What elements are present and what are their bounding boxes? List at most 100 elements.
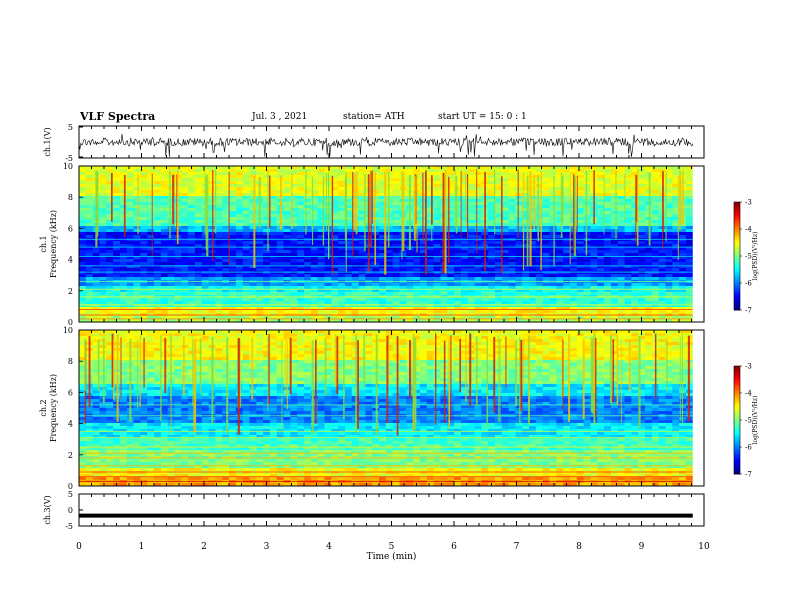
- spectrogram-cell: [113, 310, 121, 314]
- spectrogram-cell: [610, 256, 619, 260]
- spectrogram-cell: [188, 205, 196, 209]
- spectrogram-cell: [679, 166, 687, 170]
- spectrogram-cell: [79, 250, 87, 254]
- spectrogram-cell: [679, 265, 687, 269]
- spectrogram-cell: [358, 301, 366, 305]
- spectrogram-cell: [535, 289, 544, 293]
- spectrogram-cell: [624, 199, 632, 203]
- spectrogram-cell: [181, 199, 189, 203]
- spectrogram-cell: [194, 181, 203, 185]
- spectrogram-cell: [392, 307, 400, 311]
- spectrogram-cell: [194, 205, 203, 209]
- spectrogram-cell: [304, 232, 312, 236]
- spectrogram-cell: [154, 178, 162, 182]
- spectrogram-cell: [283, 298, 291, 302]
- spectrogram-cell: [515, 262, 523, 266]
- spectrogram-cell: [426, 241, 435, 245]
- spectrogram-cell: [290, 304, 298, 308]
- spectrogram-cell: [85, 235, 94, 239]
- spectrogram-cell: [269, 172, 278, 176]
- spectrogram-cell: [556, 187, 564, 191]
- spectrogram-cell: [269, 181, 278, 185]
- spectrogram-cell: [181, 232, 189, 236]
- spectrogram-cell: [576, 274, 585, 278]
- spectrogram-cell: [338, 187, 346, 191]
- spectrogram-cell: [570, 265, 578, 269]
- spectrogram-cell: [379, 253, 387, 257]
- spectrogram-cell: [494, 244, 503, 248]
- spectrogram-cell: [99, 283, 107, 287]
- spectrogram-cell: [413, 262, 421, 266]
- spectrogram-cell: [460, 220, 469, 224]
- spectrogram-cell: [597, 220, 605, 224]
- spectrogram-cell: [194, 178, 203, 182]
- spectrogram-cell: [358, 166, 366, 170]
- spectrogram-cell: [358, 214, 366, 218]
- spectrogram-cell: [188, 307, 196, 311]
- spectrogram-cell: [392, 166, 400, 170]
- spectrogram-cell: [597, 277, 605, 281]
- spectrogram-cell: [119, 307, 128, 311]
- spectrogram-cell: [426, 304, 435, 308]
- spectrogram-cell: [256, 250, 264, 254]
- spectrogram-cell: [365, 166, 373, 170]
- spectrogram-cell: [317, 298, 325, 302]
- spectrogram-cell: [624, 274, 632, 278]
- spectrogram-cell: [160, 169, 169, 173]
- spectrogram-cell: [617, 292, 625, 296]
- spectrogram-cell: [283, 286, 291, 290]
- spectrogram-cell: [563, 292, 571, 296]
- spectrogram-cell: [563, 217, 571, 221]
- spectrogram-cell: [229, 244, 237, 248]
- spectrogram-cell: [113, 172, 121, 176]
- spectrogram-cell: [624, 259, 632, 263]
- spectrogram-cell: [92, 274, 100, 278]
- spectrogram-cell: [133, 229, 141, 233]
- spectrogram-cell: [317, 175, 325, 179]
- spectrogram-cell: [685, 301, 693, 305]
- spectrogram-cell: [194, 196, 203, 200]
- spectrogram-cell: [576, 226, 585, 230]
- spectrogram-cell: [79, 211, 87, 215]
- spectrogram-cell: [263, 241, 271, 245]
- spectrogram-cell: [610, 247, 619, 251]
- spectrogram-cell: [556, 169, 564, 173]
- spectrogram-cell: [638, 247, 646, 251]
- spectrogram-cell: [235, 214, 244, 218]
- spectrogram-cell: [174, 292, 182, 296]
- spectrogram-cell: [181, 175, 189, 179]
- spectrogram-cell: [529, 319, 537, 322]
- spectrogram-cell: [235, 169, 244, 173]
- spectrogram-cell: [522, 316, 530, 320]
- spectrogram-cell: [338, 298, 346, 302]
- spectrogram-cell: [460, 304, 469, 308]
- spectrogram-cell: [106, 217, 114, 221]
- spectrogram-cell: [679, 316, 687, 320]
- spectrogram-cell: [535, 181, 544, 185]
- spectrogram-cell: [508, 259, 516, 263]
- spectrogram-cell: [269, 169, 278, 173]
- spectrogram-cell: [126, 229, 134, 233]
- spectrogram-cell: [447, 226, 455, 230]
- spectrogram-cell: [365, 316, 373, 320]
- spectrogram-cell: [351, 208, 359, 212]
- spectrogram-cell: [542, 169, 550, 173]
- colorbar-cell: [734, 304, 740, 308]
- spectrogram-cell: [283, 229, 291, 233]
- spectrogram-cell: [174, 289, 182, 293]
- spectrogram-cell: [310, 202, 319, 206]
- spectrogram-cell: [488, 187, 496, 191]
- spectrogram-cell: [570, 316, 578, 320]
- spectrogram-cell: [570, 271, 578, 275]
- spectrogram-cell: [638, 235, 646, 239]
- spectrogram-cell: [658, 166, 666, 170]
- spectrogram-cell: [201, 310, 209, 314]
- spectrogram-cell: [549, 304, 557, 308]
- spectrogram-cell: [645, 265, 653, 269]
- spectrogram-cell: [222, 274, 230, 278]
- spectrogram-cell: [454, 310, 462, 314]
- spectrogram-cell: [283, 172, 291, 176]
- spectrogram-cell: [310, 187, 319, 191]
- spectrogram-cell: [454, 241, 462, 245]
- spectrogram-cell: [263, 253, 271, 257]
